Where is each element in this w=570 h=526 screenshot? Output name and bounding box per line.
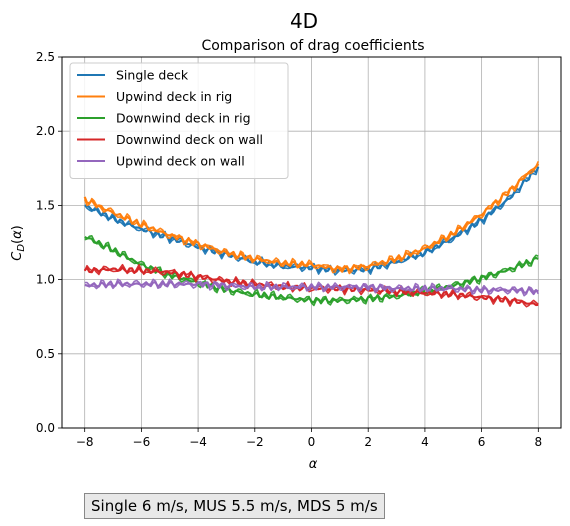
figure-suptitle: 4D (290, 9, 318, 33)
y-tick-label: 1.0 (36, 273, 55, 287)
y-tick-label: 0.0 (36, 421, 55, 435)
x-tick-label: −2 (246, 435, 264, 449)
legend-label: Downwind deck on wall (116, 132, 263, 147)
series-line-upwind-deck-on-wall (84, 280, 539, 296)
series-line-repeat (83, 263, 539, 308)
legend-box (69, 62, 289, 179)
conditions-note: Single 6 m/s, MUS 5.5 m/s, MDS 5 m/s (84, 493, 385, 519)
chart-title: Comparison of drag coefficients (201, 38, 424, 54)
legend-label: Single deck (116, 68, 189, 83)
y-tick-label: 1.5 (36, 198, 55, 212)
x-tick-label: 2 (364, 435, 372, 449)
svg-text:CD(α): CD(α) (10, 225, 27, 261)
legend-label: Upwind deck on wall (116, 154, 245, 169)
legend-label: Upwind deck in rig (116, 89, 232, 104)
x-tick-label: 0 (308, 435, 316, 449)
y-tick-label: 2.5 (36, 50, 55, 64)
axis-ticks: −8 −6 −4 −2 0 2 4 6 8 0.0 0.5 1.0 1.5 2.0 2.5 (36, 50, 542, 449)
y-tick-label: 2.0 (36, 124, 55, 138)
y-tick-label: 0.5 (36, 347, 55, 361)
x-tick-label: 4 (421, 435, 429, 449)
x-axis-label: α (309, 457, 318, 472)
y-axis-label: CD(α) (10, 225, 27, 261)
x-tick-label: 8 (534, 435, 542, 449)
x-tick-label: 6 (478, 435, 486, 449)
legend: Single deck Upwind deck in rig Downwind de… (69, 62, 289, 179)
grid (62, 56, 561, 429)
series-line-repeat (84, 278, 539, 297)
x-tick-label: −4 (189, 435, 207, 449)
legend-label: Downwind deck in rig (116, 111, 251, 126)
series-layer (83, 160, 540, 308)
x-tick-label: −6 (133, 435, 151, 449)
series-line-repeat (83, 160, 540, 275)
x-tick-label: −8 (76, 435, 94, 449)
